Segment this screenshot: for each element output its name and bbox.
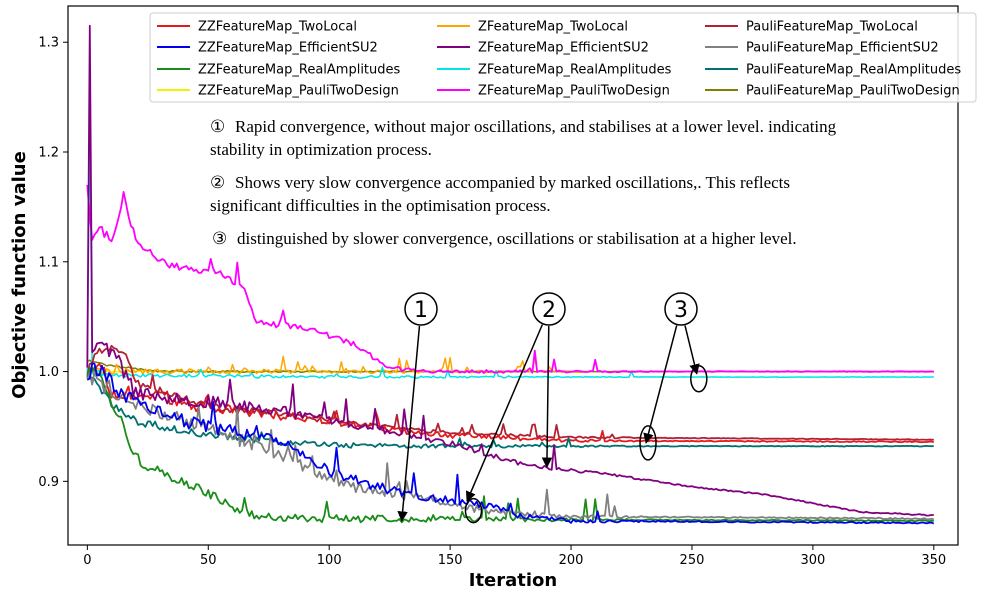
annotation-marker: ③ — [212, 229, 227, 248]
callout-arrow — [465, 324, 544, 503]
annotation-text: Shows very slow convergence accompanied … — [235, 173, 790, 192]
annotation-marker: ② — [210, 173, 225, 192]
y-tick-label: 1.1 — [38, 255, 59, 270]
legend-entry: PauliFeatureMap_TwoLocal — [746, 20, 918, 35]
callouts: 1 2 3 — [397, 292, 708, 524]
x-tick-label: 50 — [200, 553, 217, 568]
callout-arrow — [541, 325, 553, 469]
callout-arrow — [643, 325, 678, 444]
legend-entry: ZZFeatureMap_PauliTwoDesign — [198, 84, 399, 99]
callout-number: 3 — [674, 298, 688, 323]
x-tick-label: 100 — [317, 553, 342, 568]
plot-frame — [67, 5, 959, 546]
legend-entry: PauliFeatureMap_EfficientSU2 — [746, 41, 939, 56]
series-line-PauliFeatureMap_EfficientSU2 — [86, 370, 934, 521]
callout-arrow — [684, 325, 700, 375]
legend-entry: PauliFeatureMap_RealAmplitudes — [746, 63, 961, 78]
legend-entry: ZZFeatureMap_TwoLocal — [198, 20, 357, 35]
y-tick-label: 1.2 — [38, 146, 59, 161]
callout-number: 1 — [414, 298, 428, 323]
callout-circle-3 — [664, 292, 698, 326]
legend-entry: ZFeatureMap_RealAmplitudes — [478, 63, 672, 78]
series-line-ZZFeatureMap_EfficientSU2 — [86, 362, 935, 525]
series-line-ZZFeatureMap_RealAmplitudes — [86, 366, 934, 524]
annotation-text: Rapid convergence, without major oscilla… — [235, 117, 837, 136]
series-line-ZFeatureMap_EfficientSU2 — [86, 24, 934, 517]
legend-entry: PauliFeatureMap_PauliTwoDesign — [746, 84, 960, 99]
y-tick-label: 1.0 — [38, 365, 59, 380]
x-tick-label: 200 — [559, 553, 584, 568]
y-axis-label: Objective function value — [9, 151, 30, 399]
callout-circle-1 — [404, 292, 438, 326]
callout-highlight-ring — [639, 425, 657, 461]
legend-entry: ZZFeatureMap_RealAmplitudes — [198, 63, 401, 78]
x-tick-label: 350 — [921, 553, 946, 568]
callout-highlight-ring — [464, 497, 483, 524]
annotation-text: stability in optimization process. — [210, 140, 432, 159]
x-ticks: 0 50 100 150 200 250 300 350 — [83, 545, 946, 568]
x-tick-label: 150 — [438, 553, 463, 568]
legend-entry: ZFeatureMap_PauliTwoDesign — [478, 84, 670, 99]
callout-circle-2 — [532, 292, 566, 326]
annotation-marker: ① — [210, 117, 225, 136]
callout-highlight-ring — [690, 364, 708, 393]
callout-number: 2 — [542, 298, 556, 323]
series-line-PauliFeatureMap_TwoLocal — [86, 344, 934, 441]
series-line-ZFeatureMap_PauliTwoDesign — [86, 184, 934, 374]
y-tick-label: 0.9 — [38, 475, 59, 490]
x-axis-label: Iteration — [469, 570, 558, 591]
legend: ZZFeatureMap_TwoLocal ZZFeatureMap_Effici… — [149, 12, 977, 103]
legend-box — [149, 12, 977, 103]
y-ticks: 0.9 1.0 1.1 1.2 1.3 — [38, 36, 68, 490]
series-line-ZZFeatureMap_TwoLocal — [86, 362, 935, 444]
x-tick-label: 0 — [83, 553, 91, 568]
annotation-block: ① Rapid convergence, without major oscill… — [210, 117, 837, 248]
annotation-text: significant difficulties in the optimisa… — [210, 196, 551, 215]
x-tick-label: 300 — [800, 553, 825, 568]
series-layer — [86, 24, 935, 525]
y-tick-label: 1.3 — [38, 36, 59, 51]
x-tick-label: 250 — [680, 553, 705, 568]
legend-entry: ZFeatureMap_TwoLocal — [478, 20, 628, 35]
legend-entry: ZFeatureMap_EfficientSU2 — [478, 41, 649, 56]
annotation-text: distinguished by slower convergence, osc… — [237, 229, 797, 248]
callout-arrow — [397, 325, 421, 522]
legend-entry: ZZFeatureMap_EfficientSU2 — [198, 41, 378, 56]
series-line-ZFeatureMap_RealAmplitudes — [86, 107, 934, 380]
